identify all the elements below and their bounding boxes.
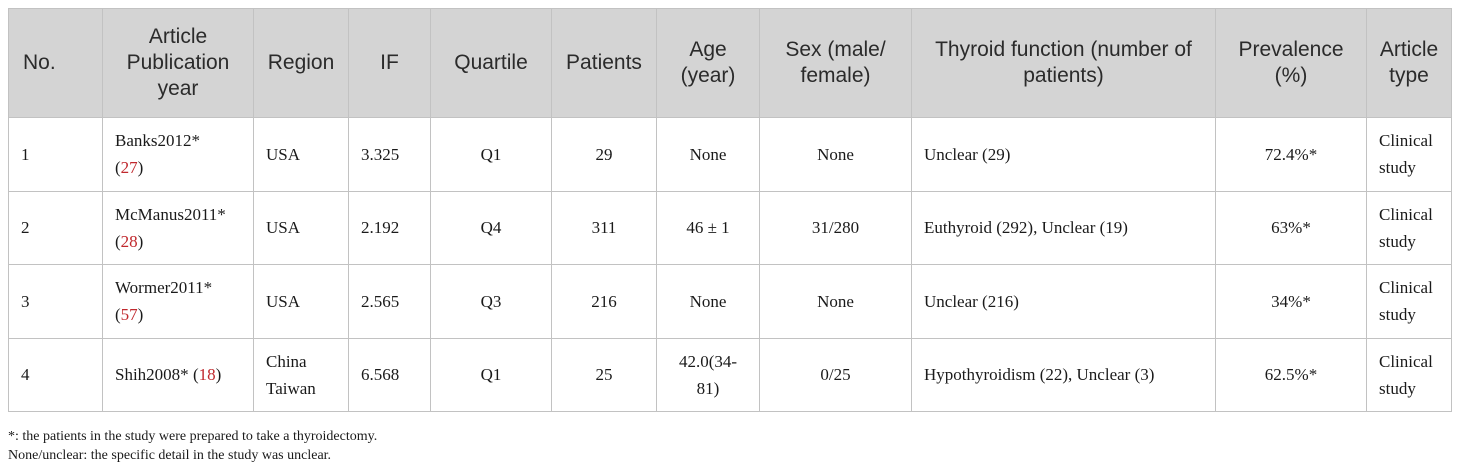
table-row: 4 Shih2008* (18) China Taiwan 6.568 Q1 2…: [8, 337, 1452, 412]
cell-age: 42.0(34-81): [656, 337, 760, 412]
table-row: 3 Wormer2011* (57) USA 2.565 Q3 216 None …: [8, 264, 1452, 339]
footnotes: *: the patients in the study were prepar…: [8, 427, 377, 465]
cell-article: Shih2008* (18): [102, 337, 254, 412]
cell-sex: None: [759, 117, 912, 192]
cell-patients: 29: [551, 117, 657, 192]
cell-quartile: Q1: [430, 117, 552, 192]
cell-article-type: Clinical study: [1366, 264, 1452, 339]
cell-if: 2.565: [348, 264, 431, 339]
reference-link[interactable]: 27: [120, 158, 138, 178]
cell-article: Banks2012* (27): [102, 117, 254, 192]
header-article-type: Article type: [1366, 8, 1452, 118]
reference-link[interactable]: 18: [198, 365, 216, 385]
footnote-unclear: None/unclear: the specific detail in the…: [8, 448, 332, 463]
cell-quartile: Q1: [430, 337, 552, 412]
table-row: 2 McManus2011* (28) USA 2.192 Q4 311 46 ±…: [8, 190, 1452, 265]
header-quartile: Quartile: [430, 8, 552, 118]
cell-no: 4: [8, 337, 103, 412]
header-no: No.: [8, 8, 103, 118]
cell-article-type: Clinical study: [1366, 337, 1452, 412]
cell-article-type: Clinical study: [1366, 117, 1452, 192]
cell-no: 3: [8, 264, 103, 339]
cell-prevalence: 63%*: [1215, 190, 1367, 265]
cell-prevalence: 62.5%*: [1215, 337, 1367, 412]
header-sex: Sex (male/ female): [759, 8, 912, 118]
cell-age: None: [656, 117, 760, 192]
cell-sex: 31/280: [759, 190, 912, 265]
cell-no: 1: [8, 117, 103, 192]
cell-sex: None: [759, 264, 912, 339]
cell-quartile: Q3: [430, 264, 552, 339]
cell-patients: 25: [551, 337, 657, 412]
cell-if: 6.568: [348, 337, 431, 412]
studies-table: No. Article Publication year Region IF Q…: [8, 8, 1452, 412]
article-name: Wormer2011*: [115, 278, 213, 298]
cell-thyroid-function: Unclear (216): [911, 264, 1216, 339]
cell-article: Wormer2011* (57): [102, 264, 254, 339]
cell-age: None: [656, 264, 760, 339]
cell-if: 3.325: [348, 117, 431, 192]
cell-patients: 216: [551, 264, 657, 339]
cell-quartile: Q4: [430, 190, 552, 265]
header-age: Age (year): [656, 8, 760, 118]
cell-prevalence: 34%*: [1215, 264, 1367, 339]
header-prevalence: Prevalence (%): [1215, 8, 1367, 118]
cell-article: McManus2011* (28): [102, 190, 254, 265]
cell-no: 2: [8, 190, 103, 265]
footnote-thyroidectomy: *: the patients in the study were prepar…: [8, 429, 378, 444]
article-name: Banks2012*: [115, 131, 200, 151]
cell-article-type: Clinical study: [1366, 190, 1452, 265]
article-name: McManus2011*: [115, 204, 226, 224]
table-row: 1 Banks2012* (27) USA 3.325 Q1 29 None No…: [8, 117, 1452, 192]
cell-thyroid-function: Euthyroid (292), Unclear (19): [911, 190, 1216, 265]
cell-age: 46 ± 1: [656, 190, 760, 265]
reference-link[interactable]: 28: [120, 231, 138, 251]
cell-sex: 0/25: [759, 337, 912, 412]
header-if: IF: [348, 8, 431, 118]
reference-link[interactable]: 57: [120, 305, 138, 325]
cell-if: 2.192: [348, 190, 431, 265]
header-row: No. Article Publication year Region IF Q…: [8, 8, 1452, 118]
cell-region: USA: [253, 264, 349, 339]
cell-thyroid-function: Unclear (29): [911, 117, 1216, 192]
header-region: Region: [253, 8, 349, 118]
header-thyroid-function: Thyroid function (number of patients): [911, 8, 1216, 118]
article-name: Shih2008*: [115, 365, 189, 385]
cell-region: China Taiwan: [253, 337, 349, 412]
cell-patients: 311: [551, 190, 657, 265]
cell-prevalence: 72.4%*: [1215, 117, 1367, 192]
cell-thyroid-function: Hypothyroidism (22), Unclear (3): [911, 337, 1216, 412]
cell-region: USA: [253, 117, 349, 192]
header-article: Article Publication year: [102, 8, 254, 118]
cell-region: USA: [253, 190, 349, 265]
header-patients: Patients: [551, 8, 657, 118]
